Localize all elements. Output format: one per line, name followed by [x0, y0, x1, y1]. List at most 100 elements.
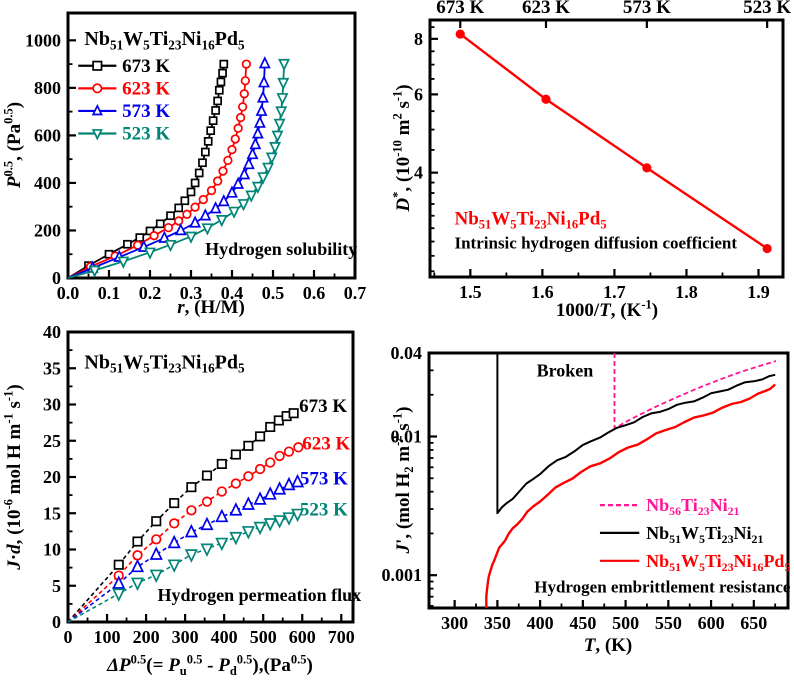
data-point-marker: [135, 233, 145, 242]
x-axis: 0.0 0.1 0.2 0.3 0.4 0.5 0.6 0.7: [57, 270, 366, 303]
x-axis-title: T, (K): [584, 635, 633, 656]
data-point-marker: [229, 502, 243, 516]
x-axis-title: ΔP0.5(= Pu0.5 - Pd0.5),(Pa0.5): [106, 652, 313, 678]
data-point-marker: [190, 202, 200, 212]
x-axis: 300 350 400 450 500 550 600 650: [441, 600, 777, 633]
data-point-marker: [92, 83, 103, 94]
data-point-marker: [257, 172, 270, 185]
data-point-marker: [201, 496, 213, 507]
data-point-marker: [216, 486, 227, 497]
data-point-marker: [158, 230, 171, 243]
x-tick-label: 300: [441, 613, 468, 633]
data-point-marker: [216, 458, 227, 469]
data-point-marker: [88, 265, 101, 278]
data-point-marker: [230, 134, 240, 144]
data-point-marker: [113, 559, 124, 570]
y-tick-label: 15: [43, 503, 61, 523]
y-tick-label: 8: [414, 29, 423, 49]
data-point-marker: [232, 176, 245, 189]
data-point-marker: [230, 449, 241, 460]
data-point-marker: [163, 222, 174, 233]
x-tick-label: 600: [289, 627, 316, 647]
x-tick-label: 700: [328, 627, 355, 647]
y-tick-label: 0.001: [382, 565, 423, 585]
data-point-marker: [251, 126, 264, 139]
axis-frame: [427, 351, 790, 610]
x-tick-label: 600: [698, 613, 725, 633]
y-axis: 0 5 10 15 20 25 30 35 40: [43, 322, 76, 632]
x-tick-label: 0.6: [303, 283, 326, 303]
x-tick-label: 0.5: [262, 283, 285, 303]
series-573-k: [67, 56, 271, 279]
series-573-k: [67, 473, 305, 623]
y-tick-label: 25: [43, 431, 61, 451]
data-point-marker: [216, 77, 226, 87]
y-tick-label: 600: [34, 125, 61, 145]
data-point-marker: [283, 446, 295, 457]
x-axis: 1.5 1.6 1.7 1.8 1.9: [433, 269, 770, 302]
annotation-intrinsic-hydrogen-diffusion-coefficient-0: Nb51W5Ti23Ni16Pd5: [454, 208, 606, 231]
data-point-marker: [226, 185, 238, 198]
data-point-marker: [182, 209, 192, 219]
legend-label: Nb51W5Ti23Ni21: [646, 523, 763, 546]
data-point-marker: [237, 199, 250, 212]
data-point-marker: [255, 103, 268, 116]
series-d*: [455, 29, 772, 254]
annotation-hydrogen-permeation-flux-1: Hydrogen permeation flux: [157, 585, 361, 605]
top-axis-tick-label: 673 K: [436, 0, 484, 18]
annotation-hydrogen-solubility-0: Nb51W5Ti23Ni16Pd5: [84, 28, 245, 52]
data-point-marker: [92, 60, 103, 71]
x-tick-label: 0.0: [57, 283, 80, 303]
data-point-marker: [91, 129, 103, 141]
data-point-marker: [206, 185, 217, 196]
y-axis-title: P0.5, (Pa0.5): [1, 102, 25, 189]
data-point-marker: [166, 211, 175, 221]
data-point-marker: [253, 491, 267, 505]
data-point-marker: [254, 463, 266, 475]
y-tick-label: 0: [52, 268, 61, 288]
data-point-marker: [282, 512, 296, 526]
data-point-marker: [273, 481, 287, 495]
legend-label: 523 K: [122, 123, 170, 144]
data-point-marker: [112, 588, 126, 602]
legend-label: 623 K: [122, 78, 170, 99]
data-point-marker: [186, 187, 196, 197]
data-point-marker: [288, 408, 299, 419]
y-tick-label: 0.01: [391, 426, 423, 446]
data-point-marker: [194, 168, 204, 178]
series-523-k: [67, 508, 305, 623]
legend-label: 673 K: [122, 56, 170, 77]
data-point-marker: [91, 103, 103, 116]
x-tick-label: 0.3: [180, 283, 203, 303]
x-tick-label: 400: [527, 613, 554, 633]
data-point-marker: [263, 486, 277, 500]
y-tick-label: 35: [43, 358, 61, 378]
legend-label: Nb56Ti23Ni21: [646, 495, 739, 518]
data-point-marker: [245, 190, 258, 203]
y-tick-label: 40: [43, 322, 61, 342]
data-point-marker: [186, 482, 197, 493]
data-point-marker: [258, 56, 271, 69]
x-tick-label: 500: [250, 627, 277, 647]
data-point-marker: [198, 158, 207, 168]
data-point-marker: [180, 196, 190, 206]
y-tick-label: 800: [34, 78, 61, 98]
x-tick-label: 350: [484, 613, 511, 633]
data-point-marker: [219, 59, 229, 69]
data-point-marker: [240, 76, 250, 86]
data-point-marker: [201, 470, 213, 481]
data-point-marker: [208, 116, 218, 126]
data-point-marker: [455, 29, 465, 39]
series-line: [67, 64, 248, 279]
series-623-k: [67, 442, 304, 623]
data-point-marker: [132, 550, 143, 561]
data-point-marker: [276, 93, 289, 106]
data-point-marker: [184, 549, 198, 563]
data-point-marker: [198, 194, 208, 205]
panel-intrinsic-hydrogen-diffusion-coefficient: 1.5 1.6 1.7 1.8 1.9 8 6 4 673 K 623 K 573 K 523 K 10…: [390, 0, 791, 321]
data-point-marker: [199, 208, 212, 221]
data-point-marker: [206, 126, 216, 135]
data-point-marker: [200, 516, 214, 531]
data-point-marker: [223, 155, 233, 166]
